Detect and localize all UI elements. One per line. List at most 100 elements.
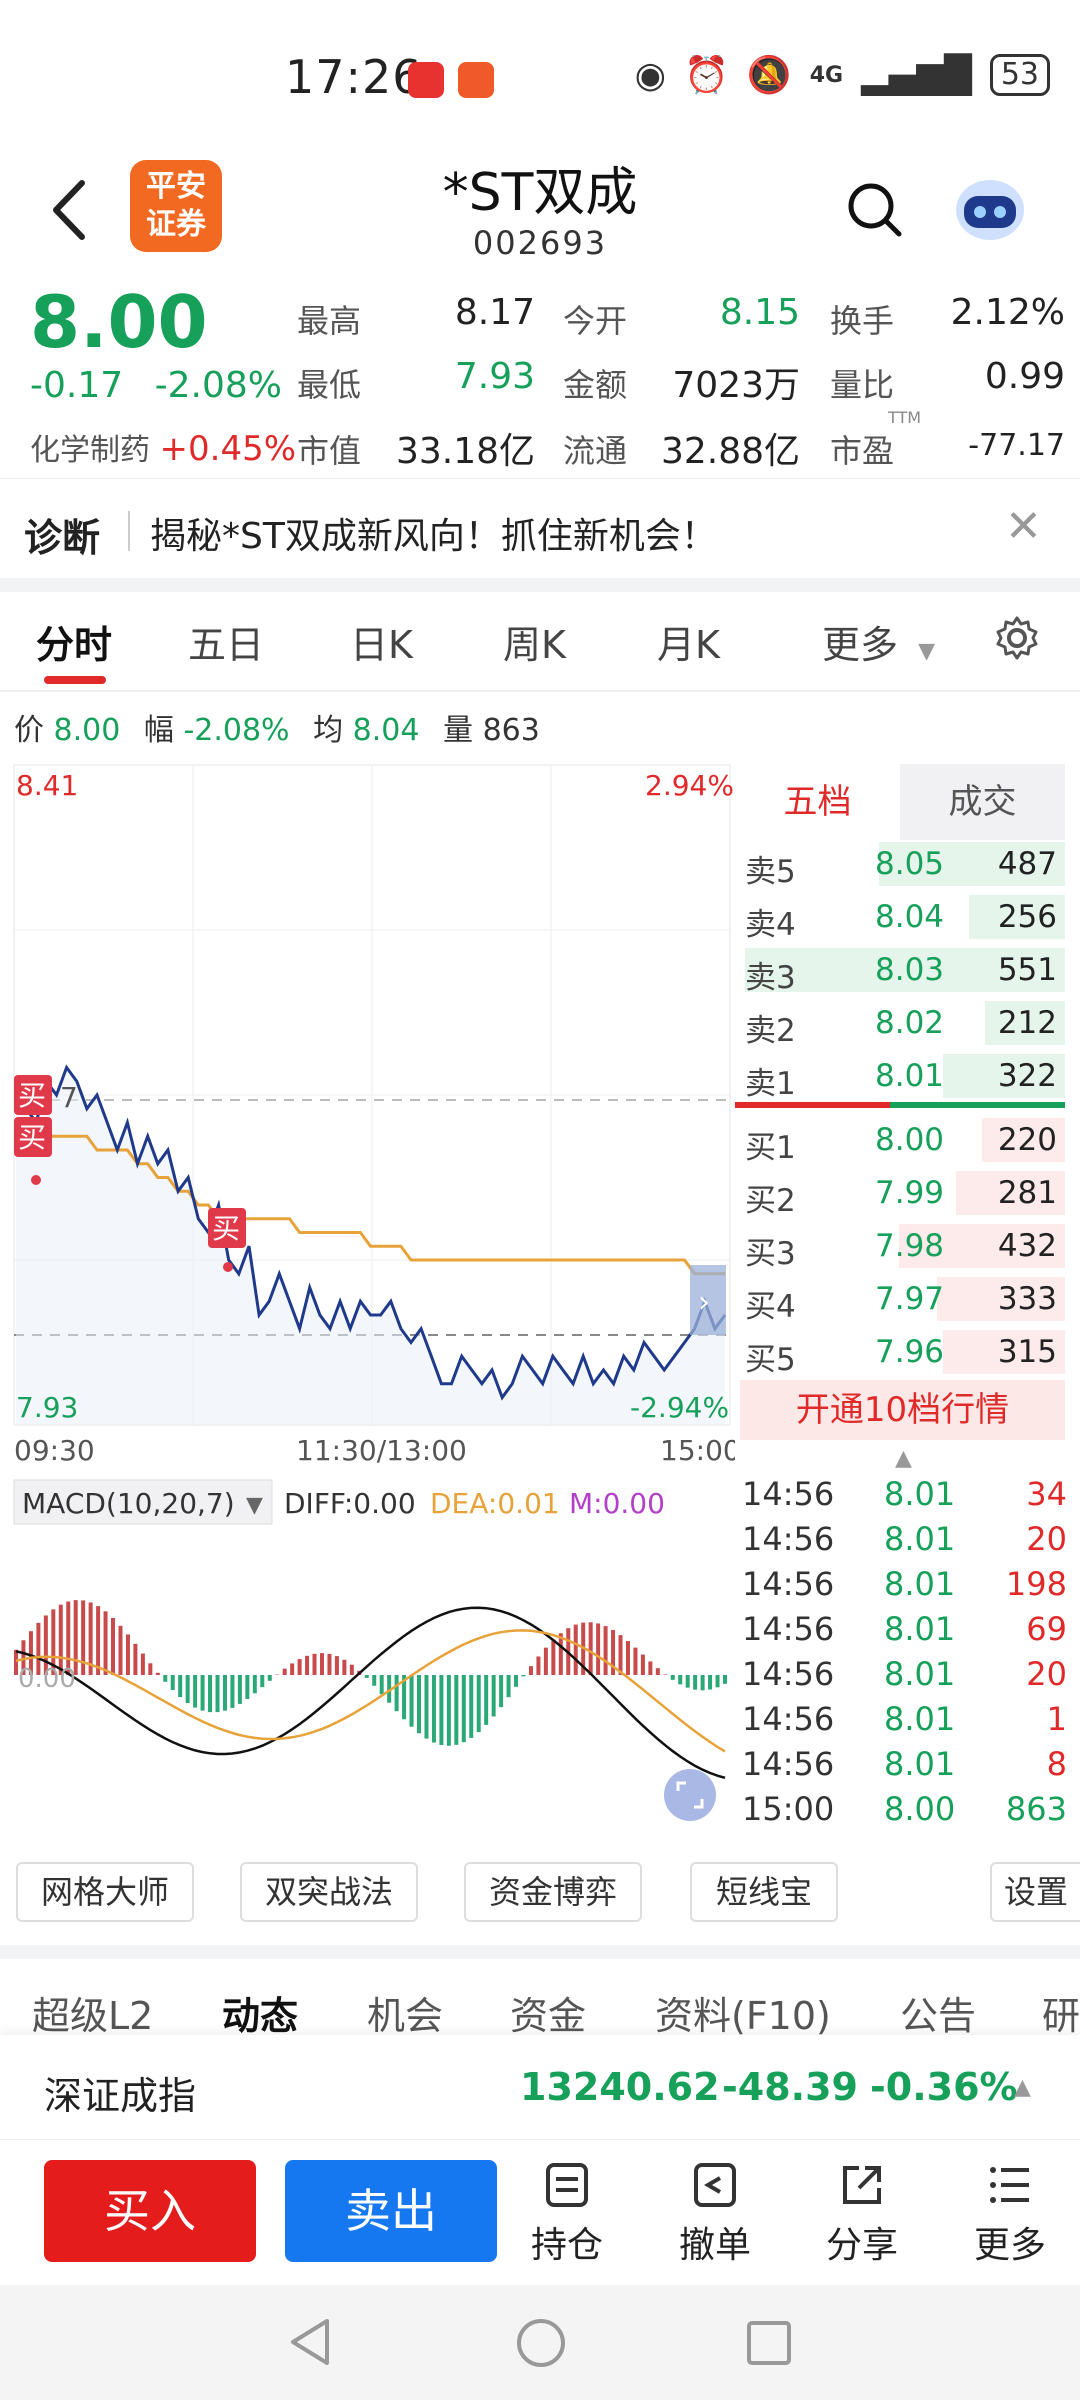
- tick-time: 14:56: [742, 1745, 835, 1783]
- stat-label: 市盈: [830, 432, 895, 470]
- share-button[interactable]: 分享: [812, 2160, 912, 2268]
- macd-selector[interactable]: [13, 1479, 273, 1525]
- nav-back-icon[interactable]: [285, 2315, 335, 2369]
- macd-bar: [14, 1649, 18, 1675]
- cancel-order-button[interactable]: 撤单: [665, 2160, 765, 2268]
- ask-row[interactable]: 卖3 8.03 551: [735, 944, 1065, 996]
- nav-recents-icon[interactable]: [745, 2319, 793, 2367]
- level-volume: 432: [997, 1228, 1057, 1264]
- tab-opportunity[interactable]: 机会: [367, 1994, 444, 2035]
- tick-price: 8.01: [884, 1565, 956, 1603]
- buy-marker-text: 买: [18, 1079, 46, 1112]
- nav-home-icon[interactable]: [515, 2317, 567, 2369]
- header: 平安 证券 *ST双成 002693: [0, 150, 1080, 280]
- price-change: -0.17 -2.08%: [30, 365, 282, 406]
- broker-logo-line1: 平安: [146, 169, 206, 204]
- macd-bar: [439, 1675, 444, 1745]
- ask-row[interactable]: 卖5 8.05 487: [735, 838, 1065, 890]
- tab-more[interactable]: 更多 ▼: [822, 614, 935, 669]
- tab-announcements[interactable]: 公告: [900, 1994, 977, 2035]
- sector-line[interactable]: 化学制药 +0.45%: [30, 425, 296, 469]
- grid-master-button[interactable]: 网格大师: [16, 1862, 194, 1922]
- bid-row[interactable]: 买2 7.99 281: [735, 1167, 1065, 1219]
- open-10-level-button[interactable]: 开通10档行情: [740, 1380, 1065, 1440]
- ask-bid-ratio-red: [735, 1102, 890, 1108]
- macd-bar: [700, 1675, 705, 1691]
- buy-marker[interactable]: 买: [14, 1075, 52, 1115]
- tab-trades[interactable]: 成交: [900, 764, 1065, 840]
- sector-pct: +0.45%: [159, 429, 297, 469]
- intraday-chart[interactable]: 8.41 2.94% 7.93 -2.94% 7 买 买 买 › 09:30 1…: [0, 755, 735, 1845]
- macd-dea: DEA:0.01: [430, 1487, 560, 1520]
- settings-button[interactable]: 设置: [990, 1862, 1080, 1922]
- macd-bar: [655, 1668, 660, 1675]
- tick-row: 14:56 8.01 20: [742, 1520, 1067, 1565]
- close-icon[interactable]: ✕: [1005, 501, 1042, 552]
- more-button[interactable]: 更多: [960, 2160, 1060, 2268]
- bid-row[interactable]: 买4 7.97 333: [735, 1273, 1065, 1325]
- macd-bar: [125, 1634, 130, 1675]
- caret-up-icon[interactable]: ▲: [1014, 2075, 1031, 2100]
- tab-profile-f10[interactable]: 资料(F10): [655, 1994, 831, 2035]
- tab-funds[interactable]: 资金: [510, 1994, 587, 2035]
- tick-price: 8.01: [884, 1475, 956, 1513]
- macd-bar: [402, 1675, 407, 1720]
- gear-icon[interactable]: [993, 614, 1041, 662]
- tick-row: 15:00 8.00 863: [742, 1790, 1067, 1835]
- tab-five-level[interactable]: 五档: [735, 764, 900, 840]
- chevron-right-icon: ›: [698, 1285, 710, 1320]
- caret-up-icon[interactable]: ▲: [895, 1446, 912, 1471]
- volume-bar: [937, 1277, 1065, 1321]
- tab-super-l2[interactable]: 超级L2: [32, 1994, 154, 2035]
- pct-bottom-label: -2.94%: [630, 1391, 729, 1424]
- index-ticker-bar[interactable]: 深证成指 13240.62 -48.39 -0.36% ▲: [0, 2035, 1080, 2140]
- tab-dynamics[interactable]: 动态: [222, 1994, 299, 2035]
- tab-weekly-k[interactable]: 周K: [503, 623, 566, 667]
- level-volume: 322: [997, 1058, 1057, 1094]
- stat-value: 0.99: [984, 356, 1065, 397]
- search-icon[interactable]: [845, 180, 905, 240]
- stat-label: 今开: [563, 302, 628, 340]
- diagnosis-text: 揭秘*ST双成新风向！抓住新机会！: [150, 516, 717, 557]
- fullscreen-icon[interactable]: [664, 1769, 716, 1821]
- ask-row[interactable]: 卖4 8.04 256: [735, 891, 1065, 943]
- system-nav-bar: [0, 2285, 1080, 2400]
- tick-price: 8.01: [884, 1700, 956, 1738]
- tab-daily-k[interactable]: 日K: [350, 623, 413, 667]
- chart-expand-handle[interactable]: [690, 1265, 726, 1335]
- sub-tabs: 超级L2 动态 机会 资金 资料(F10) 公告 研: [0, 1975, 1080, 2035]
- tab-intraday[interactable]: 分时: [36, 623, 113, 667]
- short-line-button[interactable]: 短线宝: [690, 1862, 838, 1922]
- buy-marker[interactable]: 买: [14, 1117, 52, 1185]
- diagnosis-banner[interactable]: 诊断 揭秘*ST双成新风向！抓住新机会！ ✕: [0, 478, 1080, 578]
- buy-button[interactable]: 买入: [44, 2160, 256, 2262]
- macd-bar: [469, 1675, 474, 1738]
- volume-bar: [879, 842, 1065, 886]
- tab-research[interactable]: 研: [1042, 1994, 1080, 2035]
- level-price: 8.05: [875, 846, 945, 882]
- level-label: 买4: [745, 1289, 796, 1325]
- bid-row[interactable]: 买3 7.98 432: [735, 1220, 1065, 1272]
- macd-bar: [625, 1641, 630, 1675]
- tab-five-day[interactable]: 五日: [188, 623, 265, 667]
- robot-assistant-icon[interactable]: [950, 168, 1030, 248]
- buy-marker[interactable]: 买: [208, 1208, 246, 1272]
- fund-game-button[interactable]: 资金博弈: [464, 1862, 642, 1922]
- positions-button[interactable]: 持仓: [517, 2160, 617, 2268]
- marker-7-label: 7: [60, 1081, 78, 1114]
- back-icon[interactable]: [42, 175, 102, 245]
- ask-row[interactable]: 卖2 8.02 212: [735, 997, 1065, 1049]
- tab-monthly-k[interactable]: 月K: [657, 623, 720, 667]
- tick-price: 8.01: [884, 1520, 956, 1558]
- sell-button[interactable]: 卖出: [285, 2160, 497, 2262]
- stock-code: 002693: [472, 224, 608, 262]
- ask-row[interactable]: 卖1 8.01 322: [735, 1050, 1065, 1102]
- bid-row[interactable]: 买1 8.00 220: [735, 1114, 1065, 1166]
- macd-bar: [51, 1609, 56, 1675]
- volume-bar: [969, 895, 1065, 939]
- macd-bar: [237, 1675, 242, 1704]
- double-break-button[interactable]: 双突战法: [240, 1862, 418, 1922]
- bid-row[interactable]: 买5 7.96 315: [735, 1326, 1065, 1378]
- macd-bar: [431, 1675, 436, 1743]
- info-amp: -2.08%: [183, 713, 290, 748]
